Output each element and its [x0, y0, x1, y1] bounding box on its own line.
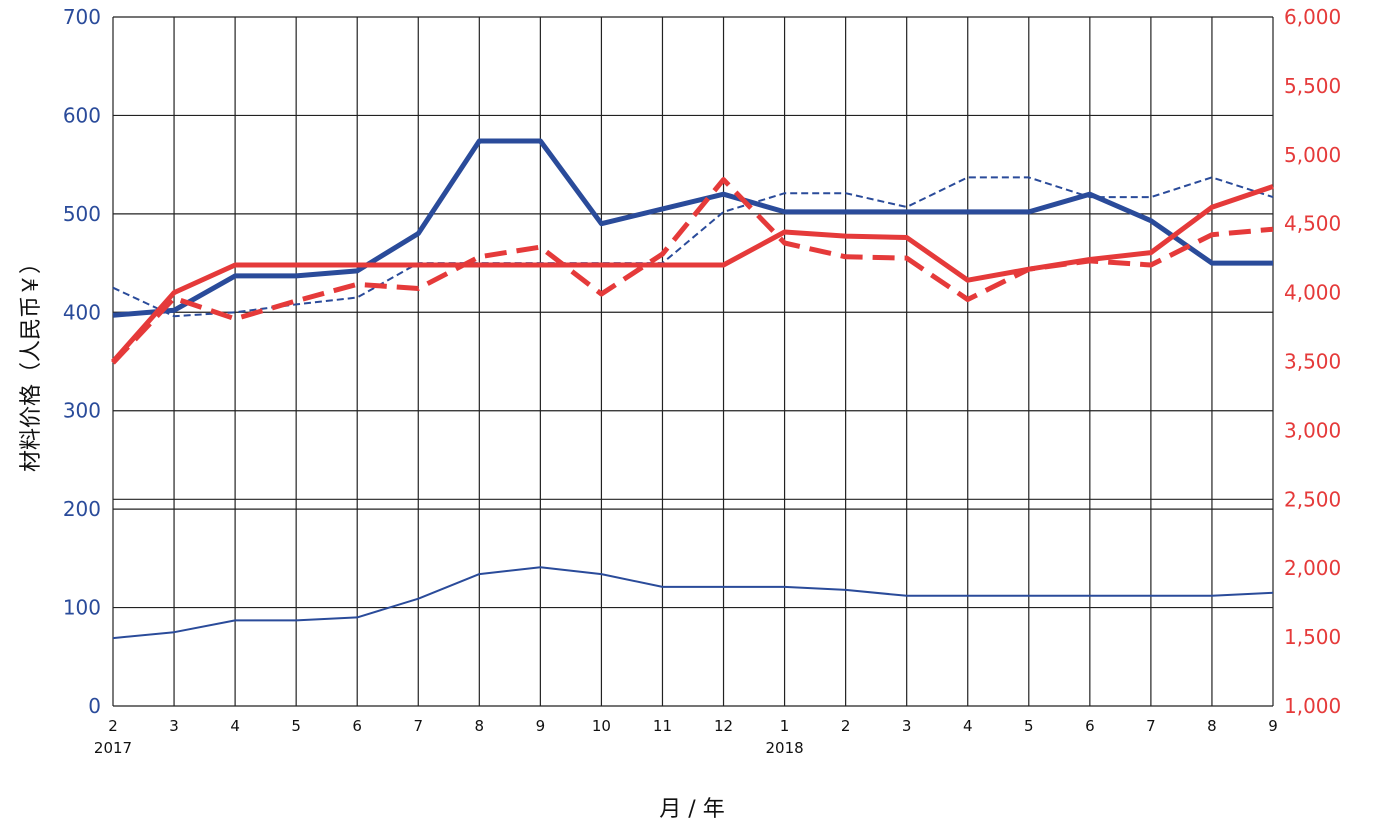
x-axis-title: 月 / 年 [659, 797, 724, 822]
x-tick-label: 4 [230, 717, 240, 735]
y-tick-label: 100 [63, 596, 101, 620]
x-tick-label: 2 [108, 717, 118, 735]
y-tick-label: 0 [88, 694, 101, 718]
x-tick-label: 6 [1085, 717, 1095, 735]
x-tick-label: 3 [902, 717, 912, 735]
x-tick-label: 9 [536, 717, 546, 735]
x-tick-label: 8 [1207, 717, 1217, 735]
x-tick-label: 2 [841, 717, 851, 735]
x-tick-label: 9 [1268, 717, 1278, 735]
y2-tick-label: 4,500 [1284, 212, 1341, 236]
x-tick-label: 12 [714, 717, 733, 735]
y-tick-label: 600 [63, 103, 101, 127]
x-tick-label: 7 [1146, 717, 1156, 735]
y2-tick-label: 3,000 [1284, 418, 1341, 442]
y2-tick-label: 2,500 [1284, 487, 1341, 511]
x-tick-label: 11 [653, 717, 672, 735]
x-tick-label: 10 [592, 717, 611, 735]
y-tick-label: 200 [63, 497, 101, 521]
x-tick-label: 5 [1024, 717, 1034, 735]
x-tick-label: 6 [352, 717, 362, 735]
x-tick-label: 8 [475, 717, 485, 735]
x-tick-label: 4 [963, 717, 973, 735]
y2-tick-label: 3,500 [1284, 350, 1341, 374]
series-line-1 [112, 138, 1273, 318]
y2-tick-label: 6,000 [1284, 5, 1341, 29]
y-tick-label: 400 [63, 300, 101, 324]
y-tick-label: 700 [63, 5, 101, 29]
series-line-2 [112, 176, 1274, 318]
y2-tick-label: 1,000 [1284, 694, 1341, 718]
x-tick-label: 7 [413, 717, 423, 735]
y2-tick-label: 1,500 [1284, 625, 1341, 649]
x-year-label: 2018 [765, 739, 803, 757]
x-tick-label: 1 [780, 717, 790, 735]
series-line-3 [112, 566, 1274, 640]
grid [112, 16, 1274, 707]
y-tick-label: 500 [63, 202, 101, 226]
y2-tick-label: 5,000 [1284, 143, 1341, 167]
series-line-5 [111, 177, 1274, 365]
y2-tick-label: 4,000 [1284, 281, 1341, 305]
y-tick-label: 300 [63, 399, 101, 423]
x-year-label: 2017 [94, 739, 132, 757]
right-axis: 1,000 1,500 2,000 2,500 3,000 3,500 4,000 4,500… [1284, 5, 1341, 718]
y2-tick-label: 2,000 [1284, 556, 1341, 580]
x-tick-label: 5 [291, 717, 301, 735]
y-axis-title: 材料价格（人民币￥） [19, 252, 44, 472]
series-layer [111, 138, 1274, 640]
x-tick-label: 3 [169, 717, 179, 735]
y2-tick-label: 5,500 [1284, 74, 1341, 98]
left-axis: 0 100 200 300 400 500 600 700 [63, 5, 101, 718]
